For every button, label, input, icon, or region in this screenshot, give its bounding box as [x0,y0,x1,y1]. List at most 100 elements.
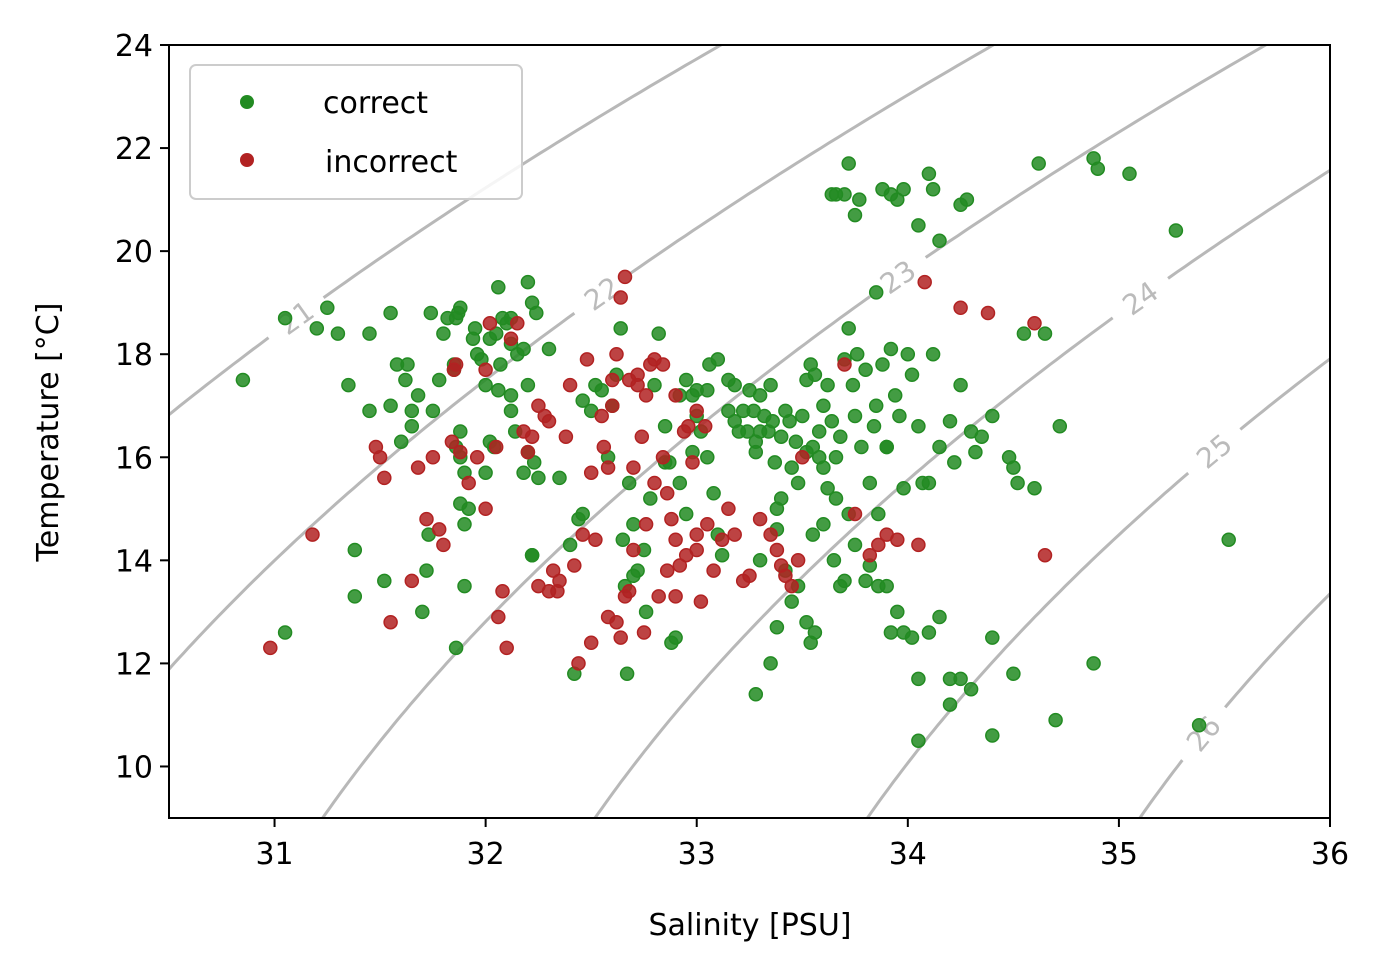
point-incorrect [672,558,688,573]
point-correct [1168,223,1184,238]
point-correct [752,388,768,403]
point-incorrect [837,357,852,372]
point-correct [516,465,531,480]
x-axis-ticks: 31 32 33 34 35 36 [255,818,1349,872]
point-incorrect [689,403,704,419]
point-incorrect [664,511,679,527]
point-incorrect [621,584,637,599]
point-correct [784,594,799,609]
point-correct [871,578,886,594]
point-incorrect [847,506,863,522]
point-correct [526,455,542,470]
point-incorrect [510,316,525,331]
point-incorrect [404,573,420,589]
point-correct [657,419,673,434]
point-incorrect [263,640,278,656]
point-correct [1037,326,1053,341]
point-incorrect [419,511,434,527]
point-incorrect [668,589,683,604]
point-correct [773,491,789,506]
point-incorrect [871,537,886,553]
y-axis-ticks: 10 12 14 16 18 20 22 24 [115,29,169,785]
point-incorrect [651,589,666,604]
point-correct [847,537,863,553]
point-incorrect [742,568,757,584]
point-correct [868,398,884,413]
point-correct [925,346,941,362]
point-correct [320,300,335,316]
point-incorrect [655,450,671,465]
point-correct [714,547,730,563]
point-correct [529,305,544,321]
point-incorrect [706,563,721,578]
point-correct [852,192,867,207]
x-tick-label: 36 [1311,837,1349,872]
point-correct [841,321,856,336]
point-correct [883,341,899,357]
point-correct [763,377,778,393]
point-correct [803,635,818,651]
point-incorrect [491,609,506,625]
contour-label-gap [1176,415,1252,487]
point-correct [1052,419,1068,434]
point-correct [828,491,844,506]
point-correct [911,419,926,434]
point-incorrect [469,450,485,465]
y-tick-label: 18 [115,338,153,373]
point-incorrect [594,408,609,424]
point-correct [613,321,628,336]
point-correct [782,413,797,429]
point-correct [706,486,721,501]
point-correct [947,455,962,470]
point-incorrect [488,439,504,455]
point-correct [769,620,785,635]
point-correct [457,578,472,594]
point-incorrect [890,532,905,547]
point-incorrect [638,517,654,532]
point-correct [467,321,483,336]
point-correct [450,305,466,321]
point-correct [678,506,694,522]
point-correct [900,346,916,362]
point-correct [520,377,536,393]
point-correct [436,326,451,341]
point-incorrect [605,398,620,413]
point-incorrect [659,563,675,578]
point-incorrect [305,527,320,542]
point-correct [841,156,856,171]
point-incorrect [714,532,730,547]
point-correct [942,671,958,687]
point-correct [890,604,905,620]
point-correct [845,377,861,393]
point-incorrect [541,413,557,429]
point-correct [752,553,768,568]
point-correct [431,372,447,388]
point-correct [849,346,865,362]
point-incorrect [689,527,704,542]
point-incorrect [520,444,536,460]
point-correct [710,352,726,367]
point-correct [866,419,882,434]
point-correct [767,455,783,470]
point-correct [799,614,814,630]
point-correct [478,377,493,393]
point-correct [453,424,468,439]
point-incorrect [626,542,641,558]
point-correct [883,625,899,640]
legend-label-incorrect: incorrect [325,145,458,180]
point-incorrect [1037,547,1053,563]
point-correct [871,506,886,522]
point-incorrect [446,362,462,377]
point-incorrect [588,532,603,547]
point-correct [478,465,493,480]
point-correct [807,367,823,383]
point-correct [985,408,1000,424]
point-correct [847,408,863,424]
point-correct [488,326,504,341]
point-correct [765,413,780,429]
point-correct [448,640,464,656]
point-correct [347,542,363,558]
point-incorrect [668,532,683,547]
point-incorrect [659,486,675,501]
